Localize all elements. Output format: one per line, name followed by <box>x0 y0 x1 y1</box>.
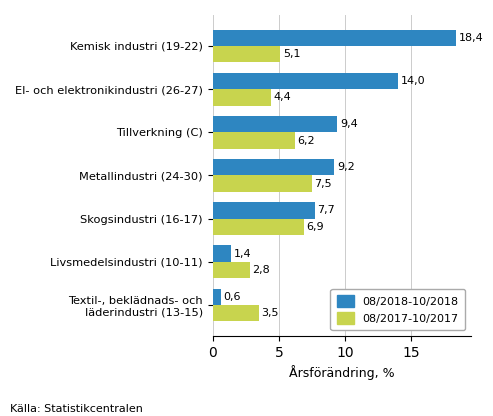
Text: 1,4: 1,4 <box>234 249 251 259</box>
Text: 0,6: 0,6 <box>223 292 241 302</box>
Text: 14,0: 14,0 <box>401 76 425 86</box>
Bar <box>212 159 334 176</box>
Bar <box>212 245 231 262</box>
Bar <box>212 30 457 46</box>
Bar <box>212 289 220 305</box>
Bar <box>212 89 271 106</box>
Text: 9,4: 9,4 <box>340 119 357 129</box>
Bar <box>212 176 312 192</box>
Text: 7,7: 7,7 <box>317 206 335 215</box>
Text: 4,4: 4,4 <box>274 92 291 102</box>
Text: 18,4: 18,4 <box>459 33 484 43</box>
Legend: 08/2018-10/2018, 08/2017-10/2017: 08/2018-10/2018, 08/2017-10/2017 <box>330 289 465 330</box>
Text: 5,1: 5,1 <box>283 49 300 59</box>
Text: 7,5: 7,5 <box>315 179 332 189</box>
Bar <box>212 73 398 89</box>
Bar <box>212 116 337 132</box>
Text: 3,5: 3,5 <box>262 308 279 318</box>
Bar <box>212 132 295 149</box>
X-axis label: Årsförändring, %: Årsförändring, % <box>289 365 394 380</box>
Text: 2,8: 2,8 <box>252 265 270 275</box>
Bar <box>212 46 280 62</box>
Text: 9,2: 9,2 <box>337 162 355 172</box>
Bar <box>212 202 315 219</box>
Bar <box>212 305 259 322</box>
Text: Källa: Statistikcentralen: Källa: Statistikcentralen <box>10 404 143 414</box>
Bar <box>212 262 249 278</box>
Text: 6,2: 6,2 <box>297 136 315 146</box>
Bar <box>212 219 304 235</box>
Text: 6,9: 6,9 <box>307 222 324 232</box>
